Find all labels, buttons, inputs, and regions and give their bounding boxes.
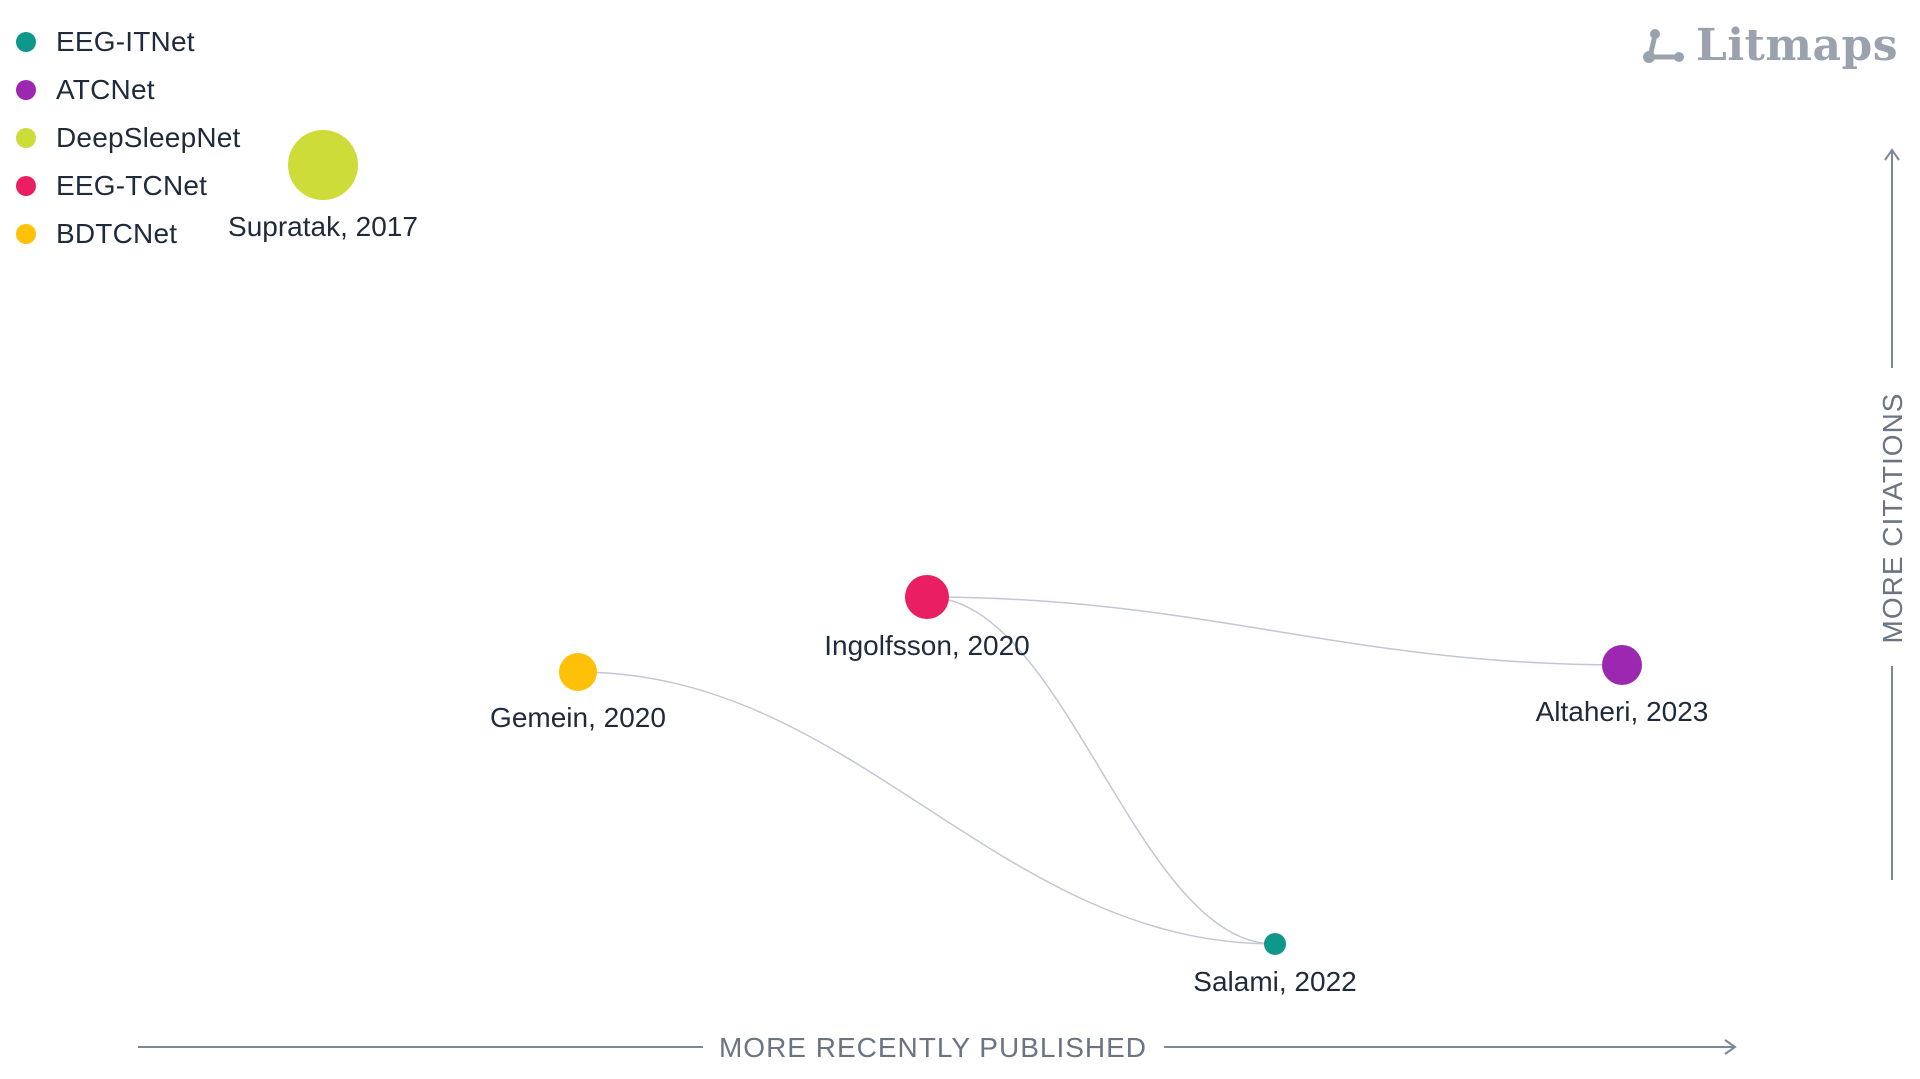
paper-label[interactable]: Supratak, 2017 [228, 211, 418, 242]
paper-label[interactable]: Ingolfsson, 2020 [824, 630, 1030, 661]
citation-link-ingolfsson-altaheri [926, 596, 1623, 666]
legend-dot-icon [16, 80, 36, 100]
paper-node-ingolfsson[interactable]: Ingolfsson, 2020 [824, 575, 1030, 661]
legend-label: BDTCNet [56, 218, 178, 249]
legend-item-eeg-itnet[interactable]: EEG-ITNet [16, 18, 241, 66]
paper-node-salami[interactable]: Salami, 2022 [1193, 933, 1357, 997]
brand-name: Litmaps [1695, 20, 1898, 71]
litmaps-logo[interactable]: Litmaps [1642, 20, 1898, 71]
paper-dot[interactable] [288, 130, 358, 200]
legend-label: DeepSleepNet [56, 122, 241, 153]
paper-nodes: Supratak, 2017 Ingolfsson, 2020 Altaheri, … [228, 130, 1708, 997]
paper-label[interactable]: Salami, 2022 [1193, 966, 1356, 997]
paper-node-gemein[interactable]: Gemein, 2020 [490, 653, 666, 733]
citation-link-ingolfsson-salami [926, 596, 1276, 945]
legend-item-atcnet[interactable]: ATCNet [16, 66, 241, 114]
paper-label[interactable]: Altaheri, 2023 [1536, 696, 1709, 727]
y-axis-arrowhead-icon [1884, 148, 1900, 161]
paper-node-altaheri[interactable]: Altaheri, 2023 [1536, 645, 1709, 727]
x-axis-arrowhead-icon [1724, 1039, 1737, 1055]
legend: EEG-ITNet ATCNet DeepSleepNet EEG-TCNet … [16, 18, 241, 258]
legend-item-eeg-tcnet[interactable]: EEG-TCNet [16, 162, 241, 210]
x-axis-label: MORE RECENTLY PUBLISHED [719, 1032, 1147, 1063]
network-nodes-icon [1642, 28, 1684, 63]
legend-label: EEG-ITNet [56, 26, 195, 57]
citation-links [577, 596, 1623, 945]
paper-dot[interactable] [1264, 933, 1286, 955]
y-axis: MORE CITATIONS [1877, 148, 1908, 880]
x-axis: MORE RECENTLY PUBLISHED [138, 1032, 1737, 1063]
legend-item-deepsleepnet[interactable]: DeepSleepNet [16, 114, 241, 162]
paper-node-supratak[interactable]: Supratak, 2017 [228, 130, 418, 242]
paper-label[interactable]: Gemein, 2020 [490, 702, 666, 733]
legend-dot-icon [16, 32, 36, 52]
legend-dot-icon [16, 176, 36, 196]
legend-label: ATCNet [56, 74, 155, 105]
paper-dot[interactable] [1602, 645, 1642, 685]
legend-dot-icon [16, 224, 36, 244]
legend-item-bdtcnet[interactable]: BDTCNet [16, 210, 241, 258]
legend-label: EEG-TCNet [56, 170, 208, 201]
paper-dot[interactable] [559, 653, 597, 691]
y-axis-label: MORE CITATIONS [1877, 393, 1908, 644]
citation-link-gemein-salami [577, 671, 1276, 945]
legend-dot-icon [16, 128, 36, 148]
paper-dot[interactable] [905, 575, 949, 619]
